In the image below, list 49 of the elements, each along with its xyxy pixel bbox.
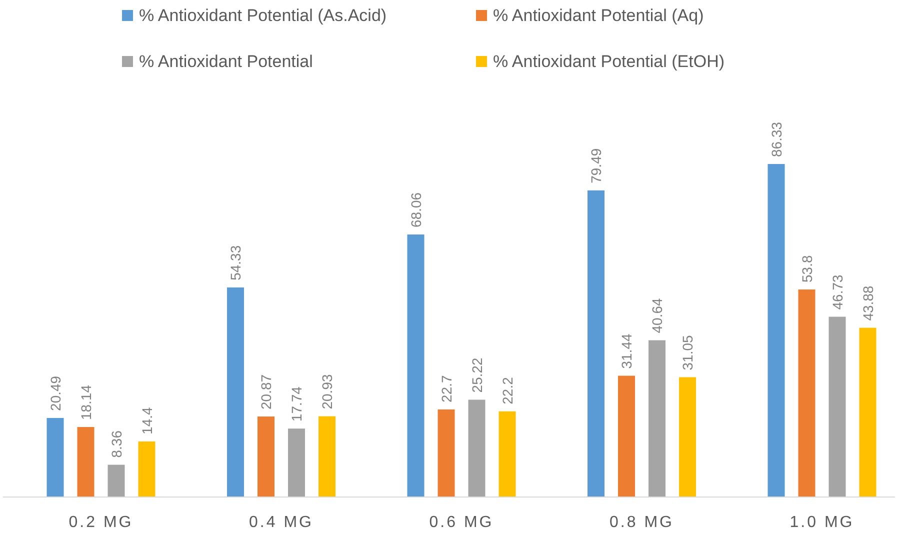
data-label: 18.14 [78,384,94,420]
x-tick-label: 0.6 MG [429,514,494,531]
data-label: 20.93 [319,374,335,410]
bar [798,289,816,497]
bar [859,328,876,497]
data-label: 20.87 [258,374,274,410]
bar [138,441,156,497]
data-label: 22.2 [499,376,516,404]
x-tick-label: 1.0 MG [790,514,854,531]
bar [618,376,635,497]
bar [77,427,94,497]
legend-label: % Antioxidant Potential [139,52,313,71]
bar [318,416,336,497]
data-label: 40.64 [649,298,665,334]
data-label: 54.33 [228,245,244,280]
x-tick-label: 0.8 MG [610,514,674,531]
data-label: 53.8 [798,255,815,282]
data-label: 22.7 [438,374,454,402]
bar [227,287,244,497]
bar [438,409,455,497]
data-label: 20.49 [47,376,64,411]
bar [46,418,64,497]
data-label: 14.4 [138,406,155,434]
data-label: 17.74 [288,386,304,422]
legend-label: % Antioxidant Potential (As.Acid) [139,6,387,25]
data-label: 68.06 [408,192,424,228]
data-label: 8.36 [108,430,124,458]
bar [288,428,305,497]
data-label: 46.73 [829,274,846,310]
bar [588,190,604,497]
bar [828,316,846,497]
x-tick-label: 0.4 MG [249,514,314,531]
x-tick-label: 0.2 MG [68,514,134,531]
legend-label: % Antioxidant Potential (EtOH) [493,52,725,71]
data-label: 79.49 [588,148,604,184]
bar [407,234,424,497]
bar [498,411,516,497]
data-label: 31.05 [680,334,696,370]
bar [258,416,274,497]
bar [648,340,666,497]
data-label: 25.22 [468,357,485,393]
bar [108,464,125,497]
bar [679,377,696,497]
data-label: 31.44 [618,333,634,369]
bar [468,400,486,497]
bar [768,164,785,497]
data-label: 43.88 [860,285,876,321]
legend-label: % Antioxidant Potential (Aq) [493,6,704,25]
data-label: 86.33 [768,122,784,157]
